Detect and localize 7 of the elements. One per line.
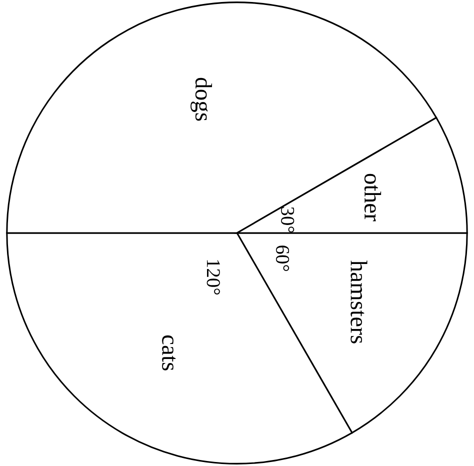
slice-label: hamsters: [350, 260, 368, 344]
slice-label: dogs: [190, 78, 212, 121]
data-label: 120°: [206, 260, 220, 294]
data-label: 30°: [281, 207, 294, 233]
slice-label: cats: [162, 335, 176, 370]
slice-label: other: [364, 174, 382, 222]
data-label: 60°: [276, 246, 290, 272]
